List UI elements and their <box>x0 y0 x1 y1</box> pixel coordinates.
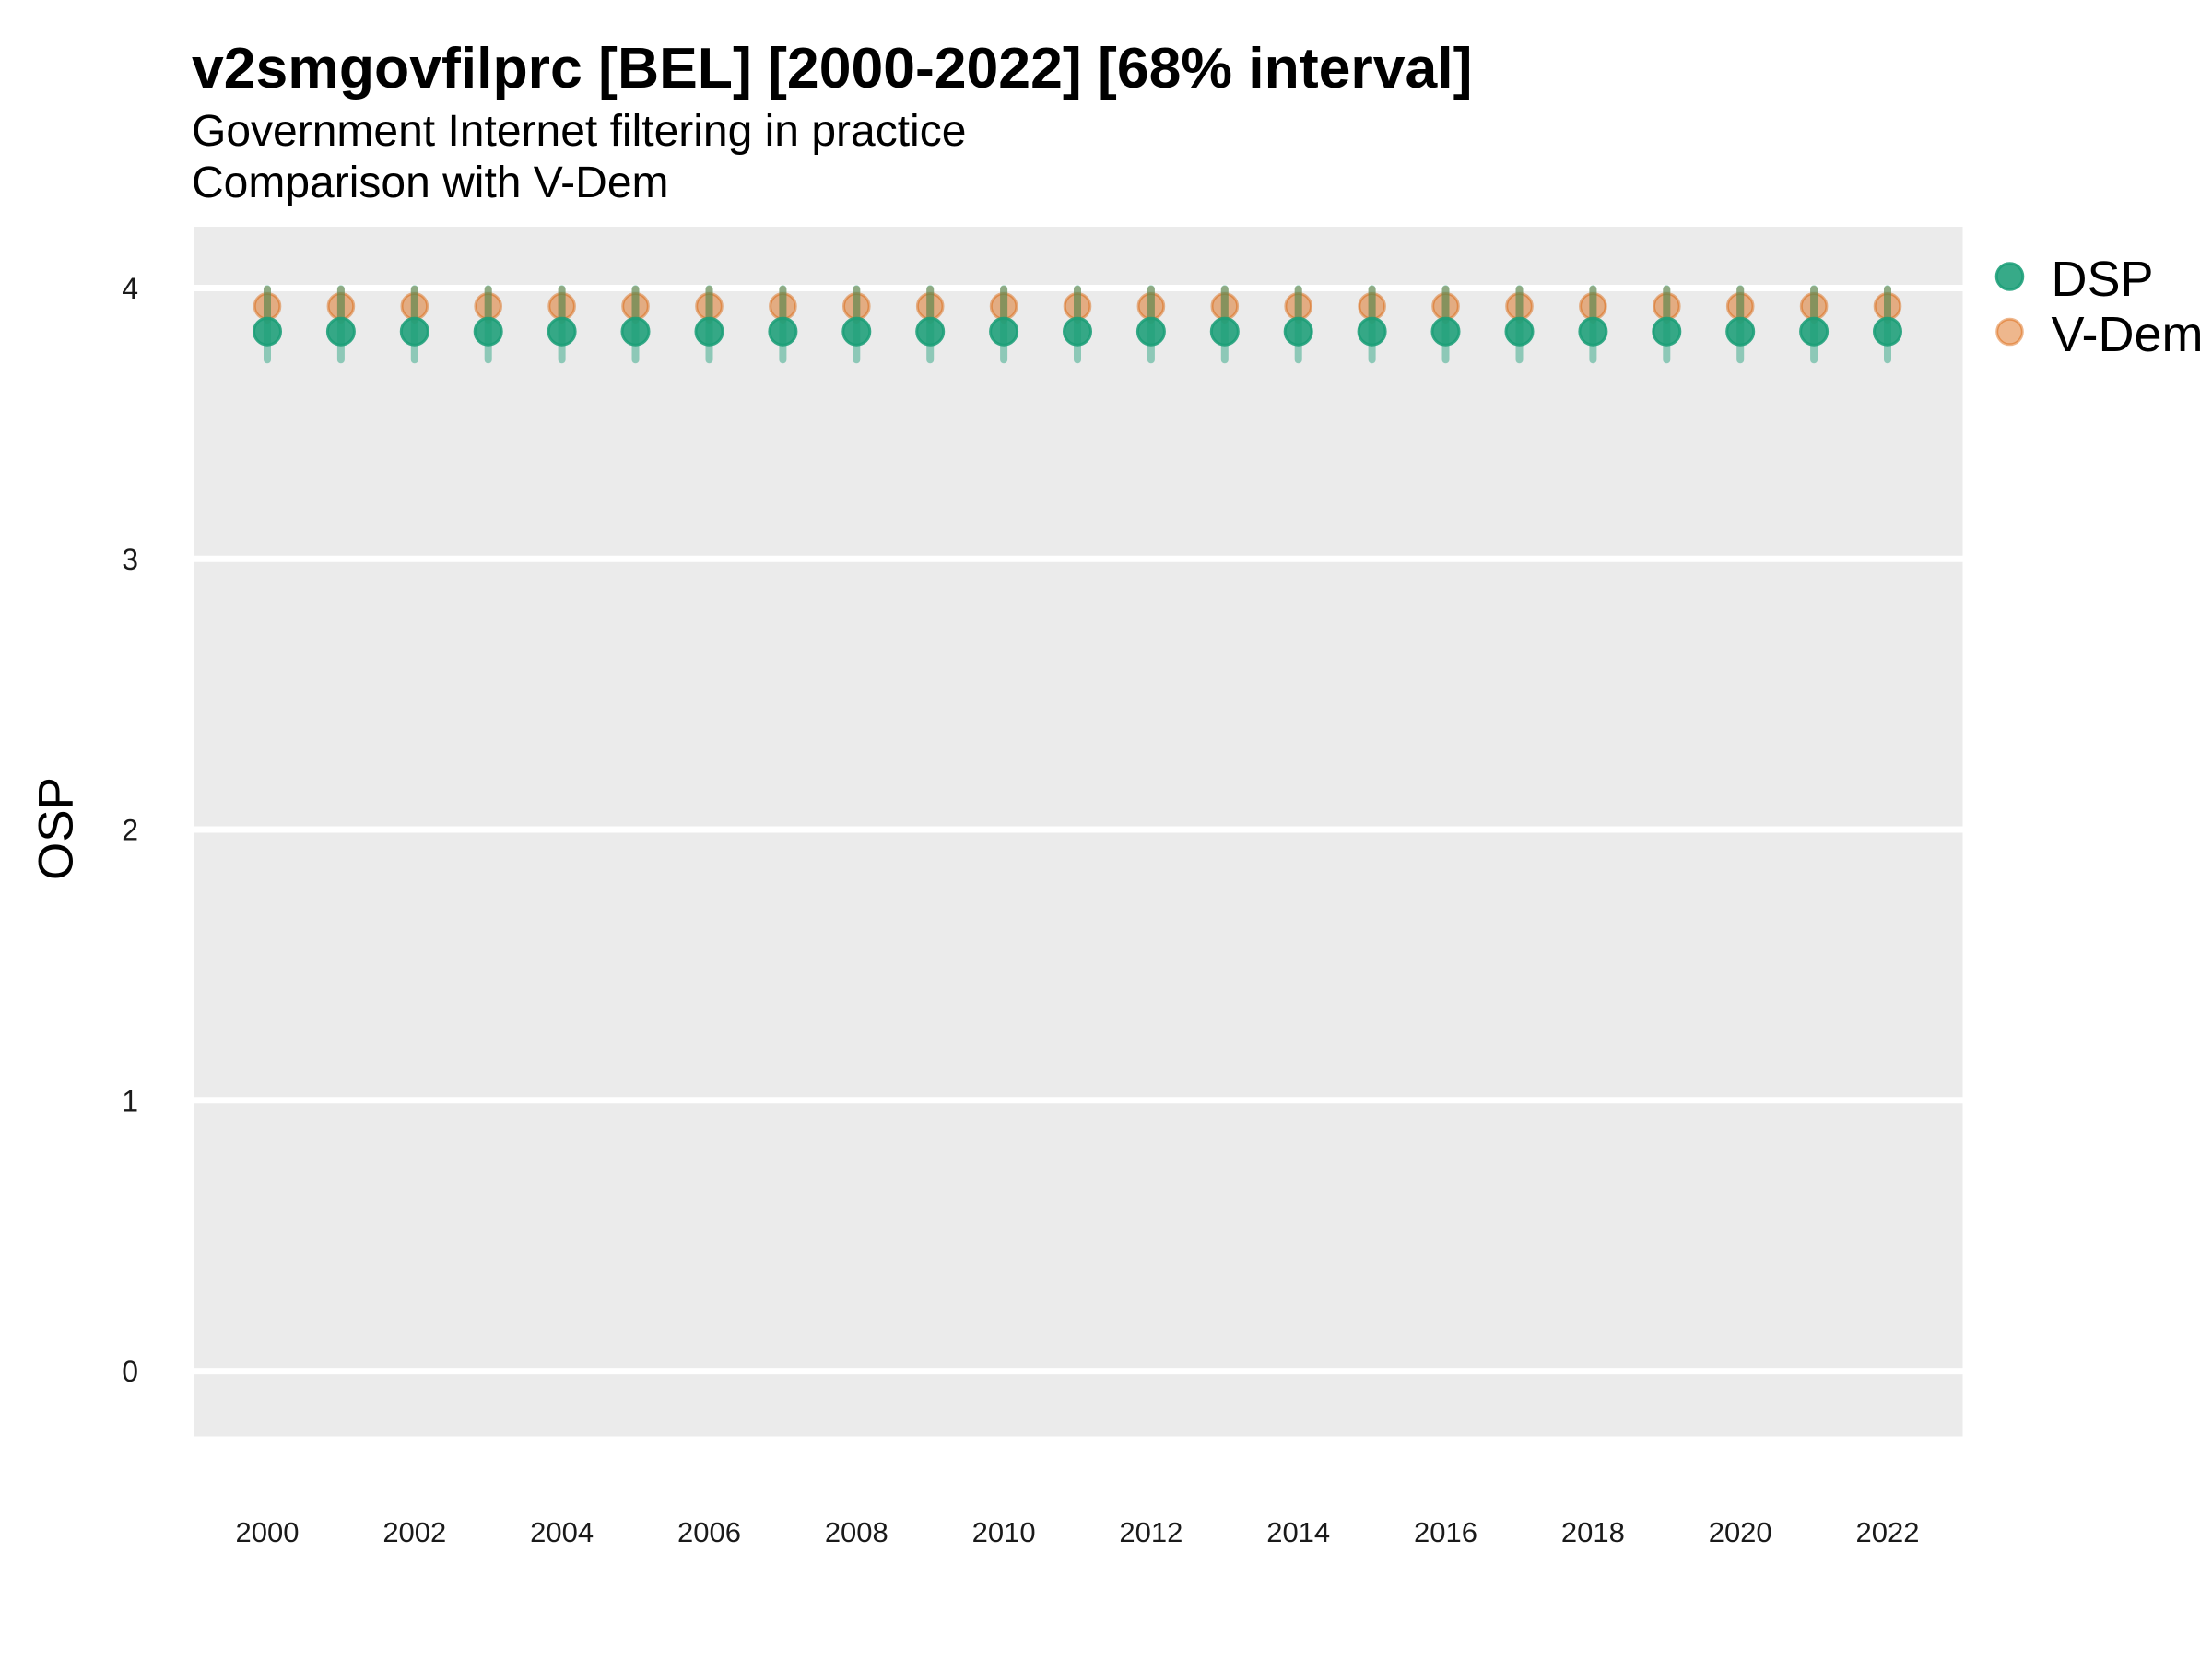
svg-text:2006: 2006 <box>677 1516 741 1548</box>
svg-text:2004: 2004 <box>530 1516 594 1548</box>
svg-text:0: 0 <box>122 1355 138 1388</box>
svg-text:V-Dem: V-Dem <box>2052 307 2204 362</box>
svg-text:Government Internet filtering: Government Internet filtering in practic… <box>192 107 966 156</box>
svg-text:2000: 2000 <box>236 1516 300 1548</box>
svg-text:2020: 2020 <box>1709 1516 1772 1548</box>
svg-text:2016: 2016 <box>1414 1516 1477 1548</box>
svg-text:2002: 2002 <box>382 1516 446 1548</box>
svg-text:3: 3 <box>122 543 138 576</box>
svg-text:1: 1 <box>122 1084 138 1117</box>
svg-text:Comparison with V-Dem: Comparison with V-Dem <box>192 159 669 207</box>
svg-text:2010: 2010 <box>972 1516 1036 1548</box>
svg-text:2022: 2022 <box>1856 1516 1920 1548</box>
svg-text:OSP: OSP <box>29 777 84 880</box>
svg-text:2012: 2012 <box>1119 1516 1182 1548</box>
svg-text:v2smgovfilprc [BEL] [2000-2022: v2smgovfilprc [BEL] [2000-2022] [68% int… <box>192 36 1472 100</box>
svg-text:DSP: DSP <box>2052 252 2154 307</box>
svg-text:2: 2 <box>122 814 138 847</box>
svg-text:4: 4 <box>122 272 138 305</box>
svg-text:2018: 2018 <box>1561 1516 1625 1548</box>
svg-text:2008: 2008 <box>825 1516 888 1548</box>
svg-text:2014: 2014 <box>1266 1516 1330 1548</box>
